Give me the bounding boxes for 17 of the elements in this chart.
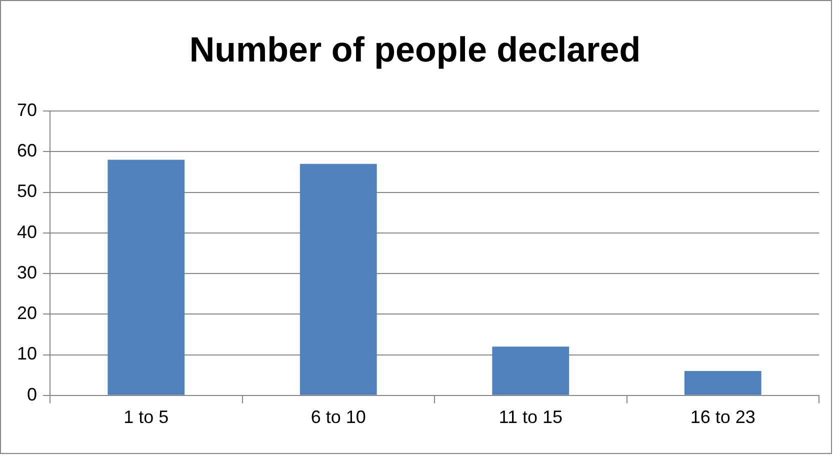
x-tick-label: 11 to 15 <box>498 407 562 428</box>
y-tick-label: 40 <box>16 222 38 242</box>
x-tick-label: 1 to 5 <box>124 407 169 428</box>
y-tick-label: 30 <box>16 262 38 282</box>
bar <box>684 371 762 395</box>
chart-title: Number of people declared <box>189 30 641 70</box>
bar <box>300 164 377 395</box>
bar <box>492 346 570 395</box>
x-tick-label: 16 to 23 <box>690 407 756 428</box>
x-tick-label: 6 to 10 <box>310 407 366 428</box>
y-tick-label: 60 <box>16 140 38 161</box>
y-tick-label: 50 <box>16 181 38 202</box>
y-tick-label: 0 <box>27 384 38 404</box>
y-tick-label: 20 <box>16 303 38 324</box>
bar <box>108 160 185 395</box>
y-tick-label: 70 <box>16 100 38 120</box>
y-tick-label: 10 <box>16 344 38 364</box>
